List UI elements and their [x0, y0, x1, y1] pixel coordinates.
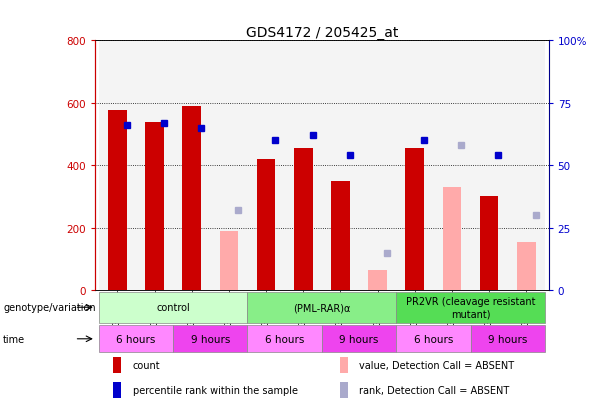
Bar: [433, 41, 471, 290]
Text: (PML-RAR)α: (PML-RAR)α: [293, 302, 351, 313]
Text: count: count: [132, 360, 160, 370]
Text: PR2VR (cleavage resistant
mutant): PR2VR (cleavage resistant mutant): [406, 297, 535, 318]
Bar: [443, 188, 461, 290]
Bar: [471, 41, 508, 290]
Text: 6 hours: 6 hours: [265, 334, 304, 344]
Bar: [284, 41, 322, 290]
Bar: [471, 326, 545, 352]
Bar: [508, 41, 545, 290]
Bar: [183, 107, 201, 290]
Bar: [99, 326, 173, 352]
Bar: [219, 231, 238, 290]
Bar: [405, 149, 424, 290]
Bar: [136, 41, 173, 290]
Bar: [322, 326, 396, 352]
Bar: [396, 326, 471, 352]
Bar: [480, 197, 498, 290]
Bar: [248, 41, 284, 290]
Text: genotype/variation: genotype/variation: [3, 302, 96, 313]
Bar: [210, 41, 248, 290]
Bar: [99, 292, 248, 323]
Text: 6 hours: 6 hours: [116, 334, 156, 344]
Text: value, Detection Call = ABSENT: value, Detection Call = ABSENT: [359, 360, 514, 370]
Text: percentile rank within the sample: percentile rank within the sample: [132, 385, 298, 395]
Bar: [248, 326, 322, 352]
Text: time: time: [3, 334, 25, 344]
Text: 9 hours: 9 hours: [191, 334, 230, 344]
Bar: [359, 41, 396, 290]
Text: 9 hours: 9 hours: [488, 334, 527, 344]
Bar: [145, 122, 164, 290]
Bar: [248, 292, 396, 323]
Bar: [396, 41, 433, 290]
Bar: [108, 110, 127, 290]
Bar: [294, 149, 313, 290]
Bar: [113, 357, 121, 373]
Bar: [340, 357, 348, 373]
Bar: [368, 270, 387, 290]
Bar: [396, 292, 545, 323]
Bar: [113, 382, 121, 399]
Text: rank, Detection Call = ABSENT: rank, Detection Call = ABSENT: [359, 385, 510, 395]
Bar: [257, 160, 275, 290]
Bar: [173, 326, 248, 352]
Bar: [173, 41, 210, 290]
Bar: [340, 382, 348, 399]
Bar: [322, 41, 359, 290]
Bar: [331, 181, 349, 290]
Text: control: control: [156, 302, 190, 313]
Text: 6 hours: 6 hours: [414, 334, 453, 344]
Bar: [99, 41, 136, 290]
Text: 9 hours: 9 hours: [340, 334, 379, 344]
Bar: [517, 242, 536, 290]
Title: GDS4172 / 205425_at: GDS4172 / 205425_at: [246, 26, 398, 40]
